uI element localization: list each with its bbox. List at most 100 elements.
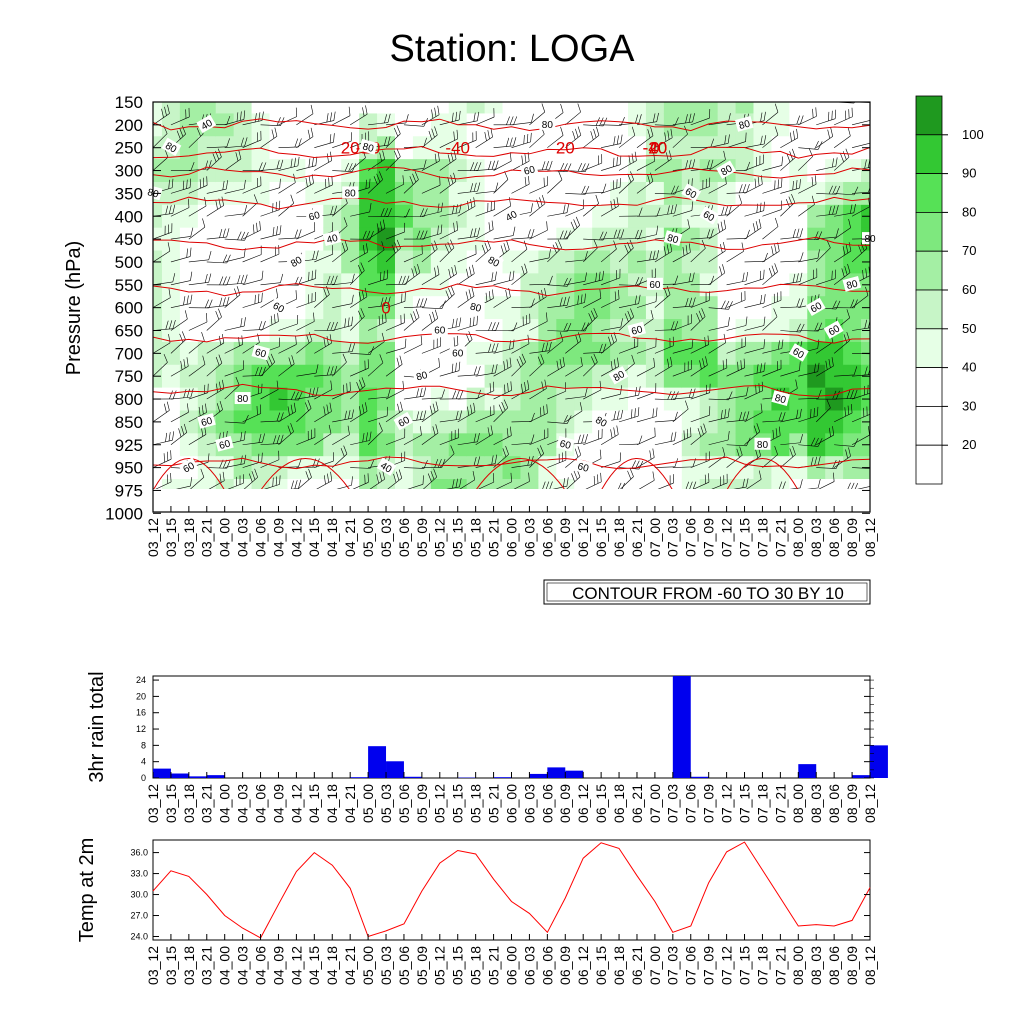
rh-contour-label: 60 bbox=[788, 343, 809, 362]
wind-barb-flag bbox=[420, 298, 424, 308]
colorbar-swatch bbox=[915, 328, 943, 368]
rh-cell bbox=[161, 181, 181, 206]
wind-barb-flag bbox=[799, 433, 803, 443]
wind-barb-flag bbox=[313, 312, 315, 322]
wind-barb-flag bbox=[402, 175, 405, 185]
wind-barb-flag bbox=[268, 356, 273, 365]
wind-barb-flag bbox=[593, 308, 598, 317]
wind-barb-flag bbox=[258, 321, 263, 330]
wind-barb-flag bbox=[458, 361, 461, 371]
wind-barb-flag bbox=[215, 383, 219, 393]
wind-barb-flag bbox=[398, 469, 403, 479]
wind-barb-flag bbox=[692, 297, 696, 307]
wind-barb-flag bbox=[262, 433, 265, 443]
wind-barb-flag bbox=[391, 244, 396, 254]
wind-barb-flag bbox=[164, 106, 167, 116]
rh-cell bbox=[789, 387, 808, 412]
wind-barb bbox=[565, 365, 583, 377]
wind-barb bbox=[547, 390, 566, 400]
rh-cell bbox=[771, 341, 790, 366]
wind-barb bbox=[332, 102, 334, 103]
rh-cell bbox=[251, 250, 271, 274]
rh-cell bbox=[305, 159, 324, 183]
rh-cell bbox=[645, 159, 665, 183]
wind-barb-flag bbox=[531, 113, 534, 123]
sounding-cross-section: -40-40-20-200020204040606060606080808080… bbox=[63, 80, 893, 605]
rh-cell bbox=[448, 204, 468, 229]
wind-barb bbox=[529, 111, 545, 126]
rh-cell bbox=[825, 364, 844, 389]
wind-barb-flag bbox=[362, 433, 365, 443]
rain-bar bbox=[493, 777, 512, 778]
rh-cell bbox=[305, 113, 324, 137]
wind-barb-flag bbox=[884, 429, 885, 438]
rain-bar bbox=[188, 776, 207, 778]
time-tick-label: 08_00 bbox=[790, 518, 806, 557]
wind-barb-flag bbox=[452, 80, 455, 88]
rh-cell bbox=[377, 181, 396, 206]
rh-cell bbox=[574, 102, 593, 115]
rh-contour-label-text: 60 bbox=[827, 323, 843, 338]
rh-cell bbox=[699, 113, 719, 137]
wind-barb-flag bbox=[890, 389, 893, 398]
wind-barb-flag bbox=[832, 185, 837, 195]
wind-barb-flag bbox=[251, 471, 256, 480]
rh-cell bbox=[412, 410, 432, 434]
rh-cell bbox=[359, 113, 378, 137]
time-tick-label: 03_12 bbox=[145, 518, 161, 557]
wind-barb-flag bbox=[188, 198, 190, 208]
time-tick-label: 07_00 bbox=[647, 518, 663, 557]
time-tick-label: 07_06 bbox=[683, 946, 699, 985]
rh-cell bbox=[628, 181, 647, 206]
rh-cell bbox=[628, 136, 647, 160]
wind-barb-flag bbox=[519, 356, 524, 365]
wind-barb-flag bbox=[577, 434, 581, 444]
rh-cell bbox=[377, 433, 396, 457]
wind-barb-flag bbox=[327, 473, 329, 483]
rain-bar bbox=[547, 767, 566, 778]
wind-barb-flag bbox=[369, 178, 371, 188]
wind-barb bbox=[600, 248, 617, 263]
time-tick-label: 05_12 bbox=[432, 946, 448, 985]
wind-barb-flag bbox=[323, 337, 326, 347]
wind-barb-flag bbox=[189, 178, 192, 188]
rh-cell bbox=[717, 136, 737, 160]
rh-cell bbox=[825, 410, 844, 434]
wind-barb-flag bbox=[315, 250, 319, 260]
rh-cell bbox=[161, 341, 181, 366]
wind-barb-flag bbox=[273, 435, 277, 444]
wind-barb-flag bbox=[763, 339, 766, 349]
rh-cell bbox=[251, 479, 271, 489]
rh-contour-label: 60 bbox=[823, 320, 844, 339]
wind-barb-flag bbox=[777, 179, 779, 189]
rain-bar bbox=[529, 773, 548, 778]
rh-cell bbox=[771, 227, 790, 252]
wind-barb bbox=[816, 407, 831, 423]
wind-barb-flag bbox=[373, 176, 378, 185]
wind-barb-flag bbox=[652, 408, 654, 418]
rh-contour-label-text: 80 bbox=[719, 163, 735, 178]
wind-barb-flag bbox=[631, 354, 635, 364]
rh-cell bbox=[412, 273, 432, 297]
rh-cell bbox=[323, 296, 342, 320]
rh-cell bbox=[753, 387, 773, 412]
wind-barb-flag bbox=[792, 445, 796, 455]
rh-cell bbox=[197, 204, 217, 229]
colorbar-label: 60 bbox=[962, 282, 976, 297]
rh-cell bbox=[610, 319, 629, 343]
wind-barb-flag bbox=[397, 403, 400, 413]
wind-barb bbox=[260, 282, 281, 286]
wind-barb-flag bbox=[581, 163, 586, 172]
wind-barb-flag bbox=[484, 131, 487, 141]
rh-cell bbox=[233, 102, 253, 115]
wind-barb-flag bbox=[204, 197, 207, 207]
wind-barb-flag bbox=[509, 116, 514, 125]
wind-barb-flag bbox=[883, 176, 884, 185]
rh-contour-label: 80 bbox=[591, 411, 612, 431]
wind-barb-flag bbox=[701, 308, 706, 317]
wind-barb bbox=[780, 260, 801, 263]
rh-cell bbox=[681, 136, 701, 160]
rh-cell bbox=[153, 479, 163, 489]
wind-barb-flag bbox=[440, 224, 443, 234]
wind-barb-flag bbox=[219, 276, 224, 285]
